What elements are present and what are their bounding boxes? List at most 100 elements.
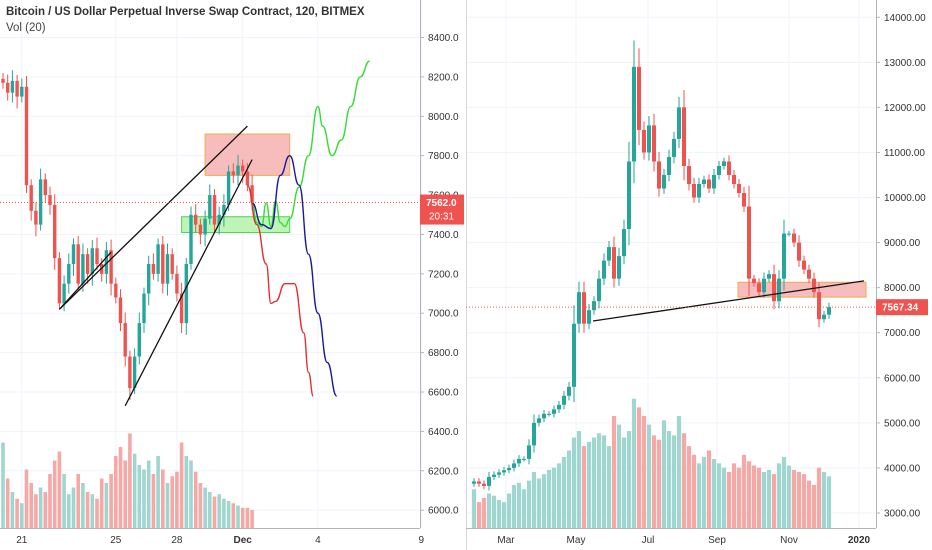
candle-body <box>802 260 806 270</box>
volume-bar <box>766 469 772 528</box>
candle-body <box>71 244 76 264</box>
candle-body <box>582 292 586 324</box>
volume-bar <box>1 442 5 528</box>
right-chart-svg[interactable]: 3000.00 4000.00 5000.00 6000.00 7000.00 8000.… <box>466 0 932 550</box>
candle-body <box>95 248 99 264</box>
candle-body <box>727 161 731 175</box>
candle-body <box>702 179 706 185</box>
volume-bar <box>761 472 767 528</box>
volume-bar <box>641 416 647 528</box>
volume-bar <box>801 474 807 528</box>
volume-bar <box>142 469 146 528</box>
volume-bar <box>57 451 62 528</box>
left-chart-svg[interactable]: 6000.0 6200.0 6400.0 6600.0 6800.0 7000.0 7200… <box>0 0 466 550</box>
candle-body <box>132 356 137 389</box>
volume-bar <box>721 467 727 528</box>
volume-bar <box>781 456 787 528</box>
volume-bar <box>165 483 170 528</box>
candle-body <box>24 86 29 186</box>
price-tag-box <box>420 194 464 225</box>
candle-body <box>507 467 511 471</box>
volume-bar <box>791 469 797 528</box>
volume-bar <box>146 460 151 528</box>
volume-bar <box>67 494 71 528</box>
left-chart-panel[interactable]: 6000.0 6200.0 6400.0 6600.0 6800.0 7000.0 7200… <box>0 0 466 550</box>
candle-body <box>114 283 118 298</box>
candle-body <box>662 174 666 189</box>
candle-body <box>76 244 80 284</box>
volume-bar <box>236 505 240 528</box>
price-axis-label: 4000.00 <box>884 463 921 474</box>
volume-bar <box>746 461 752 528</box>
volume-bar <box>496 500 502 528</box>
volume-bar <box>118 447 123 528</box>
volume-bar <box>193 471 198 528</box>
volume-bar <box>561 456 567 528</box>
candle-body <box>602 260 606 279</box>
candle-body <box>772 274 776 302</box>
volume-bar <box>198 483 203 528</box>
candle-body <box>250 185 254 203</box>
volume-bar <box>161 469 165 528</box>
candle-body <box>226 171 231 205</box>
candle-body <box>742 193 746 207</box>
volume-bar <box>29 483 33 528</box>
candle-body <box>637 66 641 130</box>
volume-bar <box>566 450 572 528</box>
candle-body <box>572 323 576 387</box>
price-axis-label: 6000.00 <box>884 373 921 384</box>
volume-bar <box>686 446 692 528</box>
candle-body <box>512 463 516 468</box>
volume-bar <box>786 465 792 528</box>
volume-bar <box>656 439 662 528</box>
candle-body <box>747 206 751 279</box>
candle-body <box>732 174 736 185</box>
candle-body <box>184 264 188 324</box>
volume-bar <box>506 493 512 528</box>
time-axis-label: Sep <box>708 535 726 546</box>
price-axis-label: 8000.0 <box>428 112 459 123</box>
candle-body <box>812 278 816 293</box>
candle-body <box>62 283 66 304</box>
volume-bar <box>676 416 682 528</box>
candle-body <box>217 214 221 225</box>
right-chart-panel[interactable]: 3000.00 4000.00 5000.00 6000.00 7000.00 8000.… <box>466 0 932 550</box>
volume-bar <box>156 456 160 528</box>
volume-bar <box>601 435 607 528</box>
volume-bar <box>81 483 85 528</box>
trendline <box>58 251 112 310</box>
volume-bar <box>596 433 602 528</box>
volume-bar <box>245 507 250 528</box>
candle-body <box>717 165 721 175</box>
volume-bar <box>776 463 782 528</box>
last-price-label: 7562.0 <box>426 198 457 209</box>
volume-bar <box>711 459 717 528</box>
candle-body <box>109 250 113 284</box>
candle-body <box>557 404 561 410</box>
candle-body <box>20 86 24 97</box>
volume-bar <box>52 460 57 528</box>
volume-bar <box>99 478 104 528</box>
volume-bar <box>109 474 113 528</box>
volume-bar <box>671 435 677 528</box>
candle-body <box>29 185 33 211</box>
candle-body <box>198 224 203 235</box>
candle-body <box>587 310 591 324</box>
candle-body <box>472 481 476 484</box>
volume-bar <box>621 437 627 528</box>
candle-body <box>38 179 43 225</box>
candle-body <box>48 195 52 205</box>
volume-bar <box>212 496 217 528</box>
time-axis-label: Dec <box>234 535 253 546</box>
candle-body <box>567 386 571 396</box>
candle-body <box>712 174 716 189</box>
candle-body <box>104 250 109 274</box>
price-axis-label: 11000.00 <box>884 148 925 159</box>
volume-bar <box>15 498 19 528</box>
chart-title: Bitcoin / US Dollar Perpetual Inverse Sw… <box>6 6 365 18</box>
candle-body <box>151 264 156 274</box>
volume-indicator-label[interactable]: Vol (20) <box>6 22 46 34</box>
volume-bar <box>486 493 492 528</box>
candle-body <box>194 214 198 225</box>
